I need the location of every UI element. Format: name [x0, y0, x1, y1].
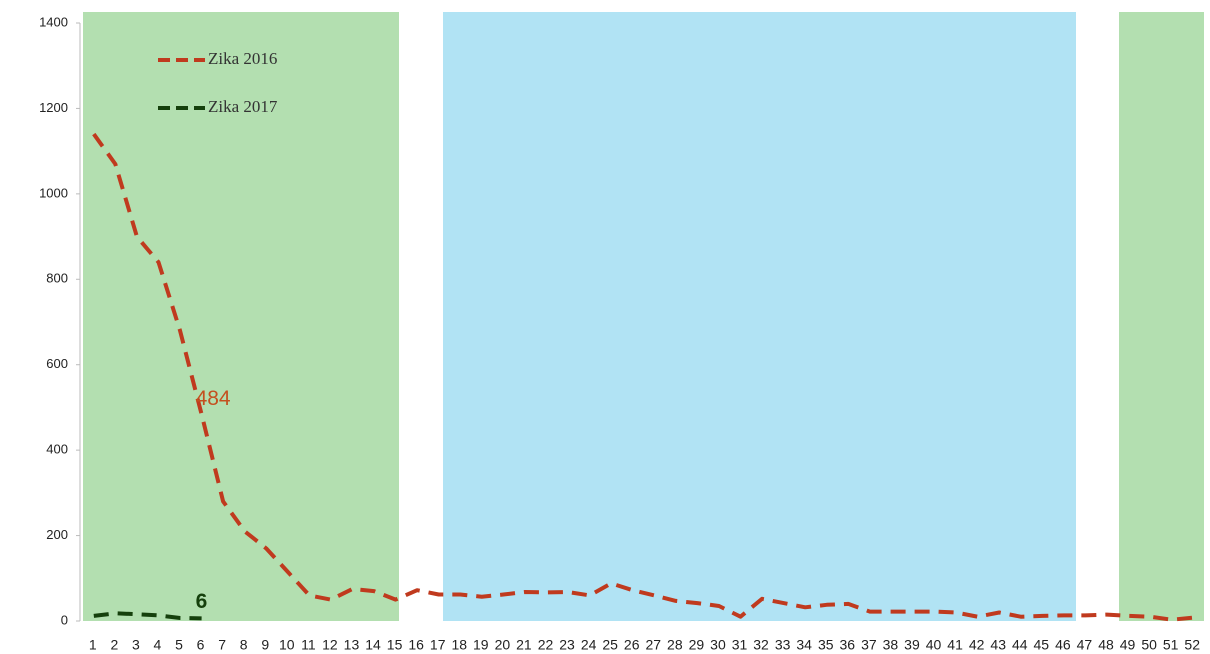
x-tick-label: 38 — [883, 637, 899, 653]
x-tick-label: 8 — [240, 637, 248, 653]
x-tick-label: 26 — [624, 637, 640, 653]
y-tick-label: 1000 — [39, 185, 68, 200]
x-tick-label: 5 — [175, 637, 183, 653]
x-tick-label: 44 — [1012, 637, 1028, 653]
x-tick-label: 39 — [904, 637, 920, 653]
season-band — [83, 12, 399, 621]
x-tick-label: 28 — [667, 637, 683, 653]
data-label: 6 — [196, 590, 208, 613]
x-tick-label: 32 — [753, 637, 769, 653]
x-tick-label: 4 — [154, 637, 162, 653]
x-tick-label: 1 — [89, 637, 97, 653]
season-band — [1119, 12, 1204, 621]
x-tick-label: 16 — [408, 637, 424, 653]
x-tick-label: 6 — [197, 637, 205, 653]
x-tick-label: 43 — [990, 637, 1006, 653]
data-label: 484 — [196, 387, 231, 410]
y-tick-label: 400 — [46, 442, 68, 457]
series-line — [93, 611, 202, 621]
x-tick-label: 21 — [516, 637, 532, 653]
x-tick-label: 41 — [947, 637, 963, 653]
x-tick-label: 48 — [1098, 637, 1114, 653]
x-tick-label: 33 — [775, 637, 791, 653]
x-tick-label: 12 — [322, 637, 338, 653]
x-tick-label: 50 — [1141, 637, 1157, 653]
x-tick-label: 25 — [602, 637, 618, 653]
x-tick-label: 14 — [365, 637, 381, 653]
x-tick-label: 7 — [218, 637, 226, 653]
y-tick-label: 1200 — [39, 100, 68, 115]
x-tick-label: 40 — [926, 637, 942, 653]
x-tick-label: 49 — [1120, 637, 1136, 653]
x-tick-label: 45 — [1034, 637, 1050, 653]
x-tick-label: 24 — [581, 637, 597, 653]
x-tick-label: 37 — [861, 637, 877, 653]
x-tick-label: 15 — [387, 637, 403, 653]
x-tick-label: 36 — [840, 637, 856, 653]
x-tick-label: 20 — [495, 637, 511, 653]
legend-label: Zika 2017 — [208, 97, 278, 116]
x-tick-label: 47 — [1077, 637, 1093, 653]
y-tick-label: 600 — [46, 356, 68, 371]
x-tick-label: 3 — [132, 637, 140, 653]
x-tick-label: 52 — [1184, 637, 1200, 653]
x-tick-label: 46 — [1055, 637, 1071, 653]
x-tick-label: 13 — [344, 637, 360, 653]
x-tick-label: 34 — [796, 637, 812, 653]
x-tick-label: 29 — [689, 637, 705, 653]
x-tick-label: 22 — [538, 637, 554, 653]
x-tick-label: 18 — [451, 637, 467, 653]
legend-label: Zika 2016 — [208, 49, 277, 68]
x-tick-label: 31 — [732, 637, 748, 653]
season-band — [443, 12, 1076, 621]
x-tick-label: 17 — [430, 637, 446, 653]
x-tick-label: 51 — [1163, 637, 1179, 653]
y-tick-label: 200 — [46, 527, 68, 542]
x-tick-label: 9 — [261, 637, 269, 653]
x-tick-label: 23 — [559, 637, 575, 653]
x-tick-label: 2 — [110, 637, 118, 653]
x-tick-label: 19 — [473, 637, 489, 653]
x-tick-label: 42 — [969, 637, 985, 653]
y-tick-label: 800 — [46, 271, 68, 286]
series-line — [92, 132, 1194, 622]
x-tick-label: 35 — [818, 637, 834, 653]
x-tick-label: 27 — [645, 637, 661, 653]
y-tick-label: 1400 — [39, 14, 68, 29]
x-tick-label: 10 — [279, 637, 295, 653]
x-tick-label: 30 — [710, 637, 726, 653]
y-tick-label: 0 — [61, 612, 68, 627]
x-tick-label: 11 — [301, 637, 316, 653]
